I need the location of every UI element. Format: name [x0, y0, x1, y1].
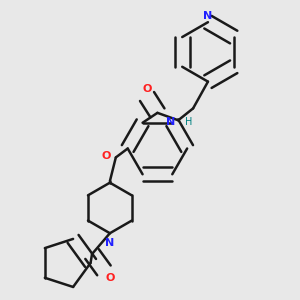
Text: O: O	[142, 83, 152, 94]
Text: O: O	[102, 151, 111, 161]
Text: N: N	[105, 238, 115, 248]
Text: N: N	[166, 117, 175, 127]
Text: H: H	[185, 117, 192, 127]
Text: O: O	[105, 273, 115, 283]
Text: N: N	[203, 11, 213, 21]
